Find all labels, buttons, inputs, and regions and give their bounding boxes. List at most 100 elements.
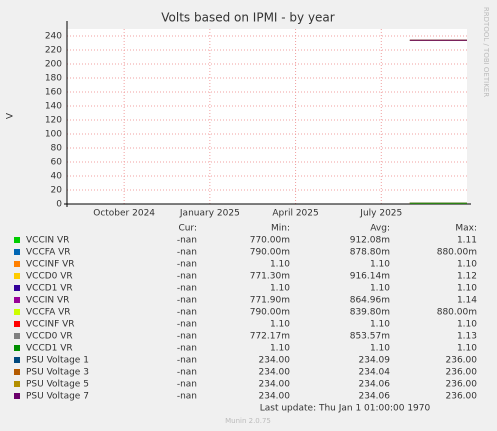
legend-swatch (14, 261, 20, 267)
legend-min: 1.10 (270, 284, 290, 294)
legend-cur: -nan (177, 320, 197, 330)
legend-swatch (14, 345, 20, 351)
legend-avg: 912.08m (350, 236, 390, 246)
legend-min: 1.10 (270, 320, 290, 330)
y-tick-label: 120 (45, 116, 62, 126)
legend-avg: 916.14m (350, 272, 390, 282)
column-header: Avg: (370, 224, 390, 234)
legend-swatch (14, 285, 20, 291)
legend-max: 1.11 (457, 236, 477, 246)
legend-swatch (14, 333, 20, 339)
legend-cur: -nan (177, 356, 197, 366)
legend-name: PSU Voltage 3 (26, 368, 89, 378)
legend-name: VCCINF VR (26, 260, 75, 270)
legend-name: VCCIN VR (26, 236, 69, 246)
watermark: RRDTOOL / TOBI OETIKER (482, 7, 490, 97)
legend-name: VCCD0 VR (26, 332, 73, 342)
legend-avg: 878.80m (350, 248, 390, 258)
legend-cur: -nan (177, 272, 197, 282)
legend-avg: 1.10 (370, 284, 390, 294)
legend-name: VCCFA VR (26, 248, 71, 258)
legend-min: 234.00 (259, 356, 291, 366)
legend-max: 236.00 (446, 392, 478, 402)
legend-swatch (14, 249, 20, 255)
legend-max: 236.00 (446, 368, 478, 378)
legend-cur: -nan (177, 308, 197, 318)
legend-avg: 839.80m (350, 308, 390, 318)
legend-min: 234.00 (259, 368, 291, 378)
legend-cur: -nan (177, 392, 197, 402)
legend-swatch (14, 309, 20, 315)
x-tick-label: January 2025 (179, 209, 240, 219)
chart-title: Volts based on IPMI - by year (161, 11, 335, 25)
y-tick-label: 60 (51, 158, 63, 168)
x-tick-label: July 2025 (359, 209, 402, 219)
legend-avg: 1.10 (370, 320, 390, 330)
legend-max: 880.00m (437, 248, 477, 258)
y-tick-label: 0 (56, 200, 62, 210)
legend-min: 234.00 (259, 380, 291, 390)
legend-min: 772.17m (250, 332, 290, 342)
legend-cur: -nan (177, 368, 197, 378)
legend-swatch (14, 357, 20, 363)
x-tick-label: April 2025 (272, 209, 318, 219)
legend-avg: 234.09 (359, 356, 391, 366)
plot-area (67, 29, 467, 204)
legend-swatch (14, 393, 20, 399)
y-tick-label: 40 (51, 172, 63, 182)
legend-avg: 1.10 (370, 260, 390, 270)
legend-max: 1.10 (457, 320, 477, 330)
legend-min: 771.90m (250, 296, 290, 306)
y-tick-label: 200 (45, 60, 62, 70)
legend-min: 234.00 (259, 392, 291, 402)
legend-avg: 1.10 (370, 344, 390, 354)
legend-name: PSU Voltage 7 (26, 392, 89, 402)
legend-max: 1.10 (457, 260, 477, 270)
legend-max: 236.00 (446, 356, 478, 366)
legend-min: 790.00m (250, 308, 290, 318)
legend-name: PSU Voltage 5 (26, 380, 89, 390)
y-tick-label: 140 (45, 102, 62, 112)
y-tick-label: 20 (51, 186, 63, 196)
legend-name: PSU Voltage 1 (26, 356, 89, 366)
footer: Munin 2.0.75 (225, 417, 271, 425)
legend-max: 1.10 (457, 344, 477, 354)
legend-cur: -nan (177, 236, 197, 246)
legend-name: VCCD1 VR (26, 284, 73, 294)
column-header: Cur: (178, 224, 197, 234)
last-update: Last update: Thu Jan 1 01:00:00 1970 (260, 404, 431, 414)
legend-max: 1.12 (457, 272, 477, 282)
y-tick-label: 80 (51, 144, 63, 154)
y-tick-label: 160 (45, 88, 62, 98)
legend-avg: 234.04 (359, 368, 391, 378)
legend-avg: 864.96m (350, 296, 390, 306)
legend-swatch (14, 369, 20, 375)
legend-cur: -nan (177, 344, 197, 354)
legend-min: 1.10 (270, 260, 290, 270)
legend-swatch (14, 273, 20, 279)
legend-min: 790.00m (250, 248, 290, 258)
legend-min: 770.00m (250, 236, 290, 246)
legend-cur: -nan (177, 248, 197, 258)
y-axis-label: V (6, 112, 16, 119)
legend-min: 771.30m (250, 272, 290, 282)
y-tick-label: 220 (45, 46, 62, 56)
legend-cur: -nan (177, 284, 197, 294)
legend-avg: 234.06 (359, 380, 391, 390)
legend-swatch (14, 381, 20, 387)
legend-max: 880.00m (437, 308, 477, 318)
legend-name: VCCINF VR (26, 320, 75, 330)
legend-avg: 234.06 (359, 392, 391, 402)
column-header: Min: (271, 224, 290, 234)
legend-name: VCCD1 VR (26, 344, 73, 354)
legend-swatch (14, 321, 20, 327)
legend-max: 1.14 (457, 296, 477, 306)
legend-max: 1.10 (457, 284, 477, 294)
legend-name: VCCD0 VR (26, 272, 73, 282)
legend-max: 1.13 (457, 332, 477, 342)
y-tick-label: 240 (45, 32, 62, 42)
legend-swatch (14, 297, 20, 303)
legend-cur: -nan (177, 260, 197, 270)
legend-name: VCCFA VR (26, 308, 71, 318)
